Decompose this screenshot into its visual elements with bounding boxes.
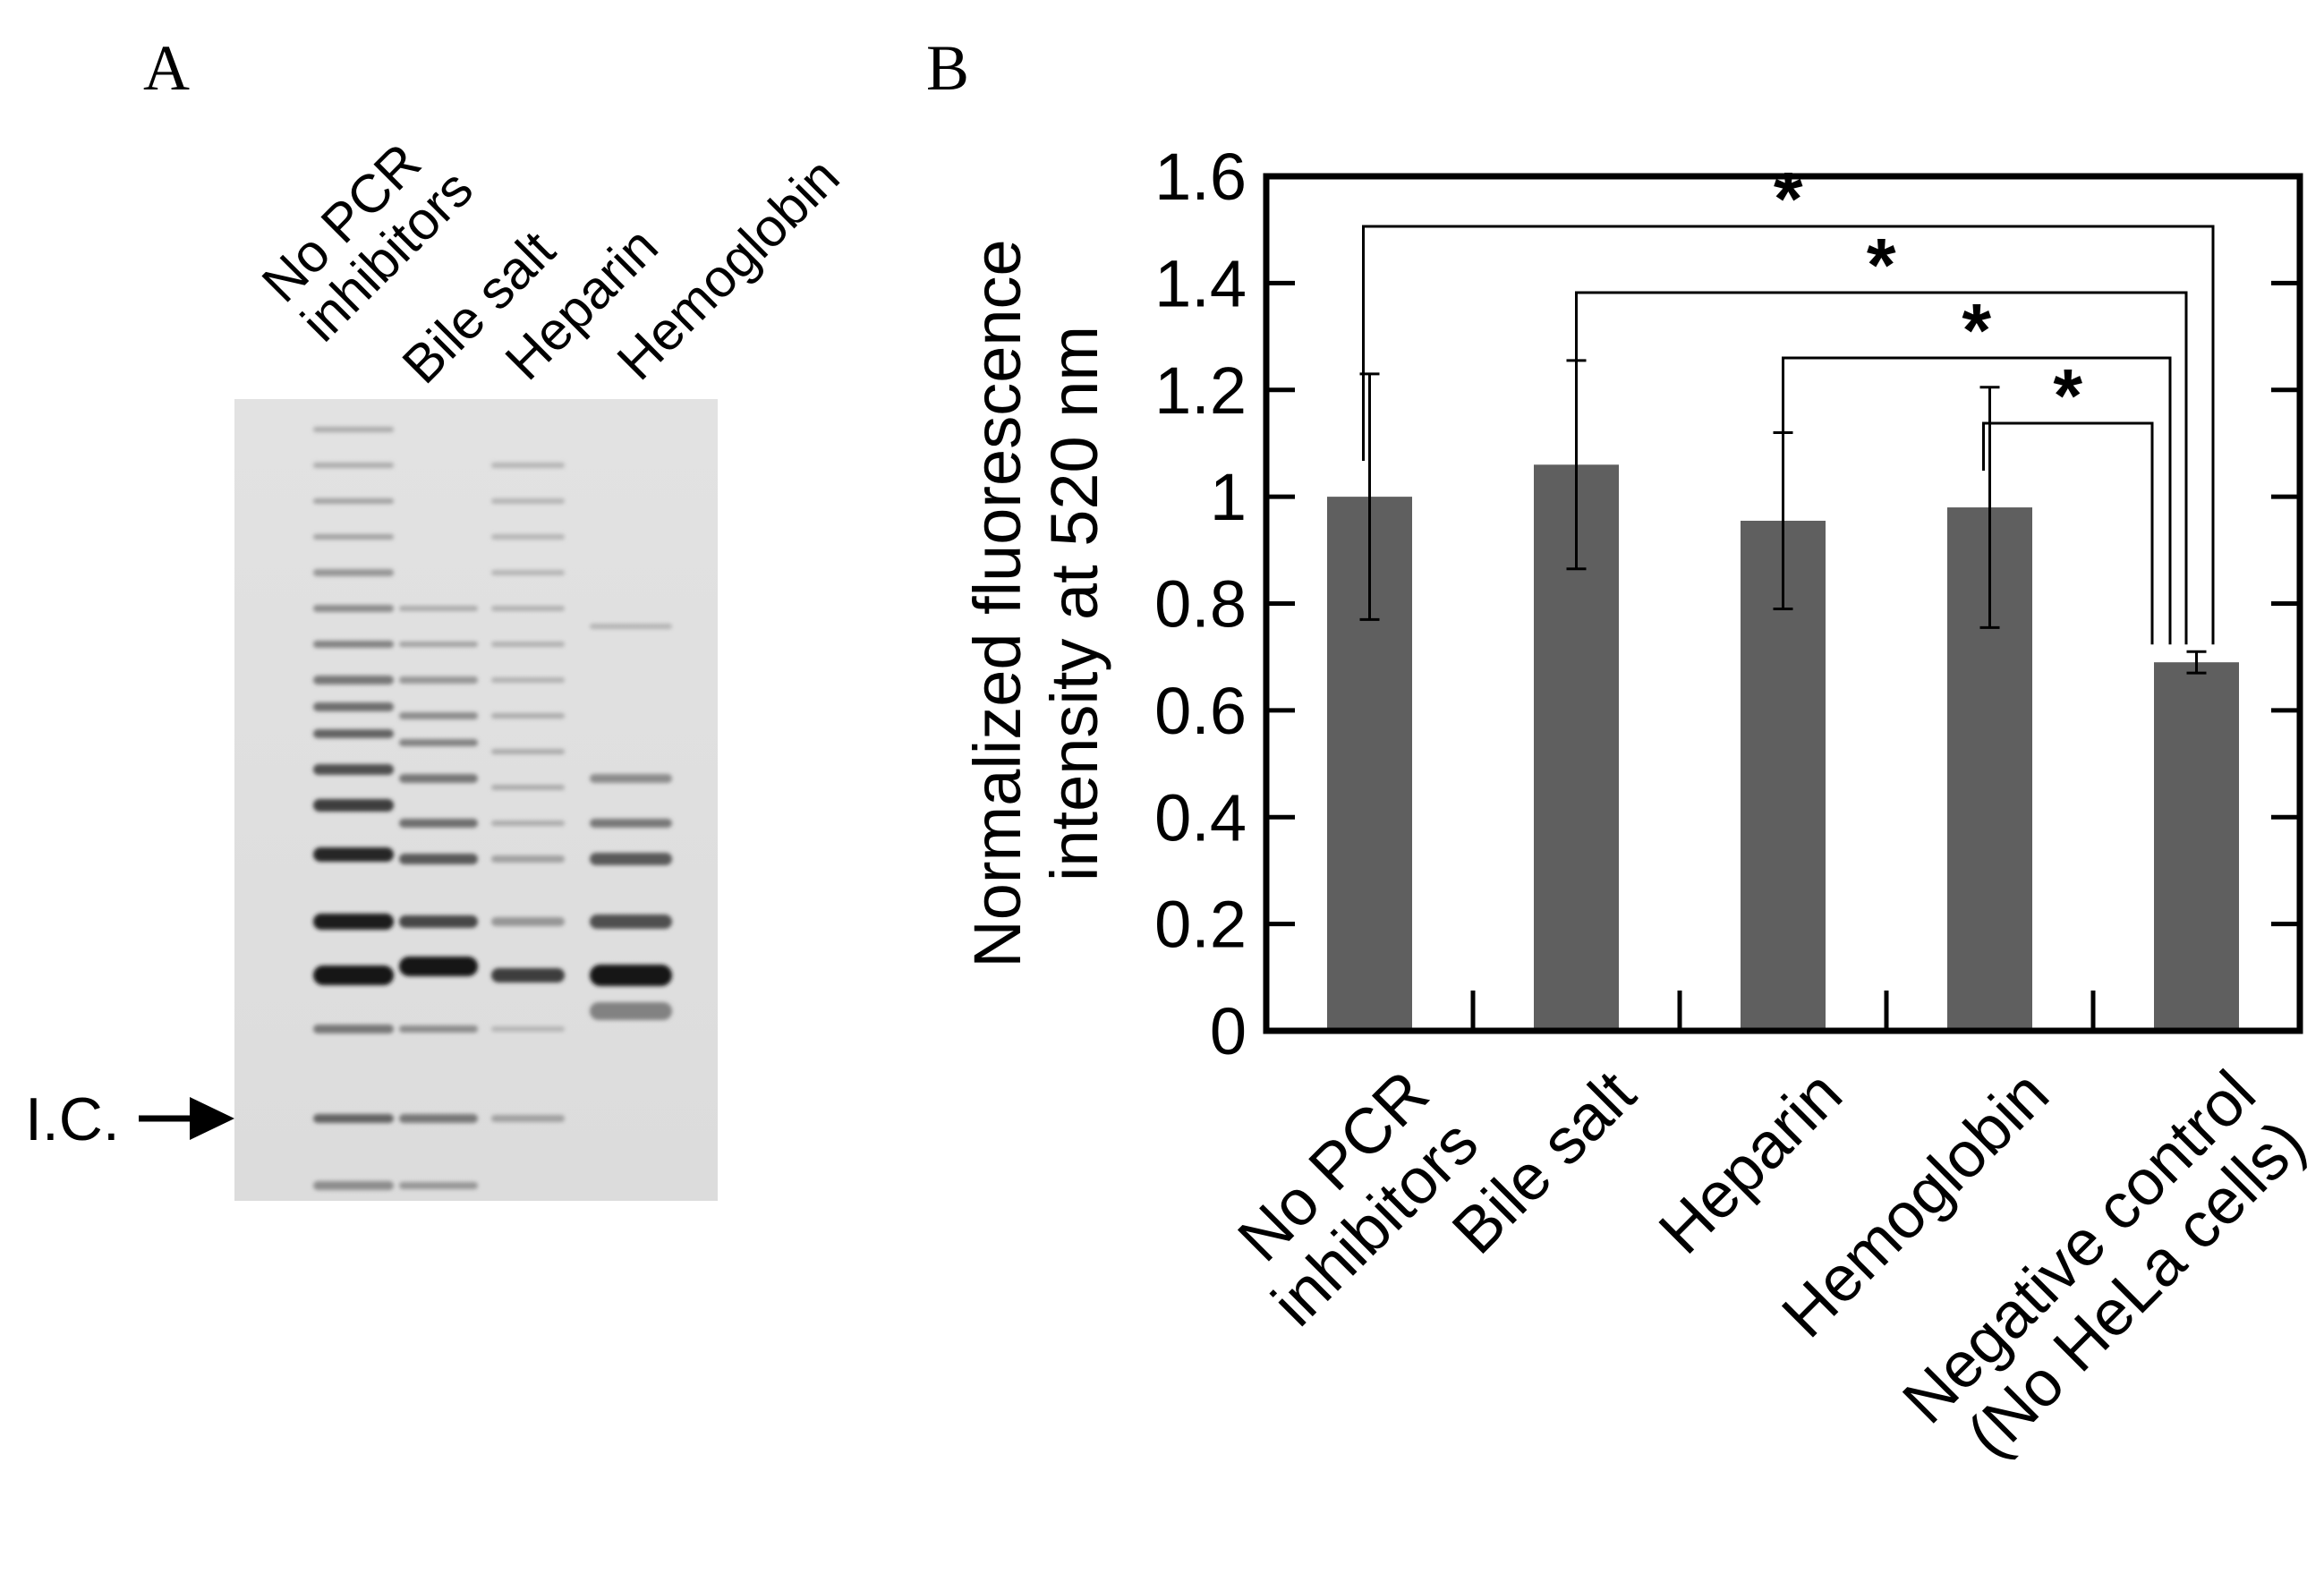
gel-band <box>313 764 394 775</box>
category-label: Heparin <box>1646 1058 1856 1268</box>
gel-background <box>234 399 718 1201</box>
gel-band <box>491 570 565 575</box>
y-tick-label: 1.4 <box>1154 246 1247 320</box>
gel-band <box>399 774 478 783</box>
y-tick-label: 0.6 <box>1154 674 1247 748</box>
gel-band <box>313 702 394 711</box>
panel-b-letter: B <box>926 32 969 104</box>
gel-band <box>313 1025 394 1033</box>
gel-band <box>491 785 565 790</box>
category-label: No PCRinhibitors <box>1209 1058 1491 1340</box>
gel-band <box>399 915 478 928</box>
y-tick-label: 0 <box>1210 994 1247 1068</box>
gel-band <box>491 1115 565 1122</box>
gel-band <box>313 799 394 812</box>
y-axis-label: Normalized fluorescenceintensity at 520 … <box>960 239 1111 967</box>
gel-band <box>491 1026 565 1032</box>
significance-bracket <box>1362 225 2215 645</box>
gel-band <box>313 569 394 576</box>
y-tick-label: 1 <box>1210 460 1247 534</box>
gel-band <box>313 676 394 685</box>
gel-band <box>313 463 394 468</box>
significance-star: * <box>2053 353 2082 438</box>
gel-image <box>234 399 718 1201</box>
gel-band <box>399 676 478 684</box>
gel-band <box>590 819 672 828</box>
significance-star: * <box>1774 157 1803 241</box>
gel-band <box>313 965 394 985</box>
y-tick-label: 0.8 <box>1154 567 1247 642</box>
y-tick-label: 0.2 <box>1154 888 1247 962</box>
gel-band <box>399 642 478 647</box>
gel-band <box>313 605 394 612</box>
gel-bands <box>313 427 672 1190</box>
gel-band <box>399 1114 478 1123</box>
ic-arrow-head <box>190 1097 234 1140</box>
y-tick-label: 1.2 <box>1154 353 1247 428</box>
error-bars <box>1359 359 2207 675</box>
significance-bracket <box>1982 421 2154 645</box>
gel-band <box>491 855 565 863</box>
bars <box>1327 464 2239 1031</box>
y-axis-title: Normalized fluorescenceintensity at 520 … <box>960 239 1111 967</box>
gel-band <box>399 1025 478 1033</box>
gel-band <box>491 713 565 719</box>
gel-band <box>491 677 565 683</box>
gel-band <box>313 427 394 432</box>
y-ticks: 0 0.2 0.4 0.6 0.8 1 1.2 1.4 1.6 <box>1154 140 2300 1068</box>
gel-band <box>590 624 672 629</box>
significance-bracket <box>1575 291 2188 645</box>
gel-band <box>491 968 565 982</box>
significance-brackets: * * * * <box>1362 157 2215 645</box>
gel-band <box>399 957 478 976</box>
gel-band <box>399 819 478 828</box>
bar-chart: 0 0.2 0.4 0.6 0.8 1 1.2 1.4 1.6 * * * * Normalized … <box>960 140 2319 1472</box>
gel-band <box>313 1114 394 1123</box>
gel-band <box>590 914 672 929</box>
y-tick-label: 1.6 <box>1154 140 1247 214</box>
gel-band <box>590 965 672 986</box>
gel-band <box>313 498 394 504</box>
gel-band <box>491 534 565 540</box>
gel-band <box>491 498 565 504</box>
gel-band <box>491 917 565 926</box>
significance-bracket <box>1782 356 2172 645</box>
gel-band <box>313 534 394 540</box>
gel-band <box>491 642 565 647</box>
gel-band <box>399 739 478 746</box>
gel-band <box>491 821 565 826</box>
gel-band <box>399 606 478 611</box>
y-tick-label: 0.4 <box>1154 780 1247 855</box>
x-ticks <box>1470 991 2096 1031</box>
bar <box>2154 662 2239 1031</box>
gel-band <box>399 1182 478 1189</box>
gel-band <box>491 463 565 468</box>
gel-band <box>313 847 394 862</box>
gel-band <box>313 729 394 738</box>
ic-label: I.C. <box>25 1085 120 1153</box>
significance-star: * <box>1867 223 1896 307</box>
significance-star: * <box>1962 288 1991 372</box>
gel-band <box>590 774 672 783</box>
gel-band <box>313 641 394 648</box>
gel-band <box>313 1181 394 1190</box>
gel-band <box>399 712 478 719</box>
ic-marker: I.C. <box>25 1085 234 1153</box>
gel-band <box>313 914 394 930</box>
gel-band <box>590 1002 672 1020</box>
gel-band <box>491 749 565 754</box>
panel-a-letter: A <box>143 32 190 104</box>
gel-band <box>590 853 672 865</box>
gel-band <box>399 854 478 864</box>
gel-band <box>491 606 565 611</box>
